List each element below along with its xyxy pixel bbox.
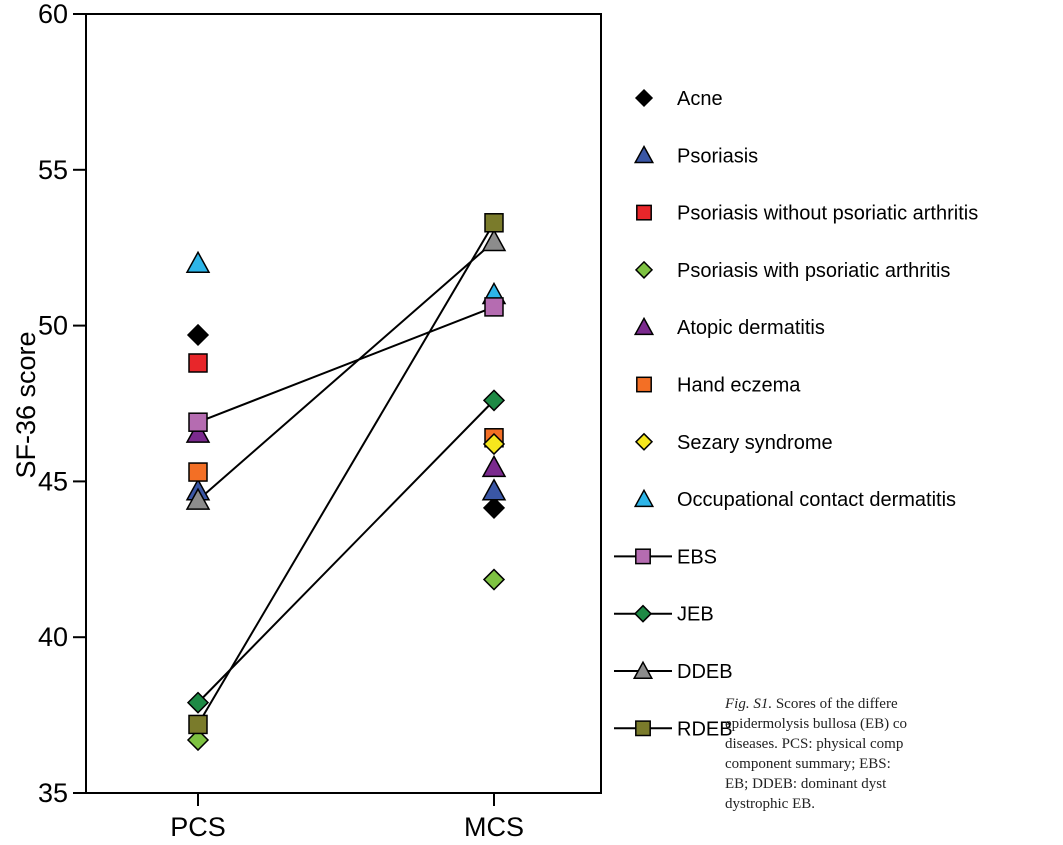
legend-label-acne: Acne — [677, 88, 723, 110]
legend-marker-psoriasis-without-psoriatic-arthritis — [636, 204, 652, 221]
legend-marker-sezary-syndrome — [634, 432, 654, 451]
legend-item-ddeb: DDEB — [614, 660, 733, 683]
legend-marker-atopic-dermatitis — [633, 316, 655, 336]
legend-item-ebs: EBS — [614, 546, 717, 568]
legend: Acne Psoriasis Psoriasis without psoriatic… — [614, 88, 978, 740]
y-axis-title: SF-36 score — [11, 331, 41, 478]
point-ddeb-pcs — [185, 487, 211, 510]
point-psoriasis-with-psoriatic-arthritis-pcs — [186, 728, 210, 752]
y-tick-label-45: 45 — [38, 466, 68, 496]
plot-border — [85, 13, 602, 794]
point-acne-pcs — [186, 323, 210, 347]
point-jeb-mcs — [482, 389, 506, 412]
point-occupational-contact-dermatitis-pcs — [185, 250, 211, 274]
y-tick-label-50: 50 — [38, 311, 68, 341]
y-tick-label-60: 60 — [38, 0, 68, 29]
legend-item-rdeb: RDEB — [614, 718, 733, 740]
y-tick-label-55: 55 — [38, 155, 68, 185]
point-ebs-mcs — [484, 297, 504, 317]
point-rdeb-pcs — [188, 714, 208, 735]
point-psoriasis-with-psoriatic-arthritis-mcs — [482, 568, 506, 591]
legend-label-ebs: EBS — [677, 546, 717, 568]
legend-marker-ddeb — [632, 660, 654, 679]
legend-item-acne: Acne — [634, 88, 723, 110]
legend-label-rdeb: RDEB — [677, 718, 733, 740]
point-atopic-dermatitis-mcs — [481, 454, 507, 478]
point-hand-eczema-pcs — [188, 462, 208, 482]
legend-label-jeb: JEB — [677, 604, 714, 626]
y-axis: 35 40 45 50 55 60 — [38, 0, 86, 808]
point-jeb-pcs — [186, 691, 210, 714]
point-psoriasis-mcs — [481, 478, 507, 501]
point-atopic-dermatitis-pcs — [185, 420, 211, 443]
point-rdeb-mcs — [484, 213, 504, 233]
x-axis: PCS MCS — [170, 793, 524, 842]
legend-label-psoriasis: Psoriasis — [677, 145, 758, 167]
plot-frame — [85, 13, 602, 794]
data-markers — [185, 213, 507, 752]
legend-item-psoriasis-with-psoriatic-arthritis: Psoriasis with psoriatic arthritis — [634, 260, 950, 282]
legend-marker-acne — [634, 88, 654, 108]
x-tick-label-pcs: PCS — [170, 812, 226, 842]
legend-marker-psoriasis-with-psoriatic-arthritis — [634, 260, 654, 279]
legend-label-occupational-contact-dermatitis: Occupational contact dermatitis — [677, 489, 956, 511]
series-lines — [197, 222, 495, 725]
point-ebs-pcs — [188, 412, 208, 432]
legend-label-psoriasis-without-psoriatic-arthritis: Psoriasis without psoriatic arthritis — [677, 203, 978, 225]
caption-label: Fig. S1. — [725, 696, 773, 712]
legend-label-hand-eczema: Hand eczema — [677, 375, 801, 397]
legend-label-sezary-syndrome: Sezary syndrome — [677, 432, 833, 454]
point-psoriasis-without-psoriatic-arthritis-pcs — [188, 353, 208, 373]
legend-marker-occupational-contact-dermatitis — [633, 488, 655, 508]
legend-marker-rdeb — [635, 720, 651, 737]
legend-marker-hand-eczema — [636, 376, 652, 393]
series-line-jeb — [197, 399, 495, 704]
legend-marker-psoriasis — [633, 144, 655, 164]
caption-text: Scores of the differe epidermolysis bull… — [725, 696, 908, 812]
legend-item-hand-eczema: Hand eczema — [636, 375, 801, 397]
x-tick-label-mcs: MCS — [464, 812, 524, 842]
series-line-ddeb — [197, 240, 495, 501]
legend-label-psoriasis-with-psoriatic-arthritis: Psoriasis with psoriatic arthritis — [677, 260, 950, 282]
legend-label-ddeb: DDEB — [677, 661, 733, 683]
series-line-rdeb — [197, 222, 495, 725]
legend-item-atopic-dermatitis: Atopic dermatitis — [633, 316, 825, 339]
point-sezary-syndrome-mcs — [482, 432, 506, 456]
legend-item-occupational-contact-dermatitis: Occupational contact dermatitis — [633, 488, 956, 511]
point-acne-mcs — [482, 496, 506, 519]
series-line-ebs — [197, 305, 495, 424]
y-tick-label-40: 40 — [38, 622, 68, 652]
y-tick-label-35: 35 — [38, 778, 68, 808]
legend-item-sezary-syndrome: Sezary syndrome — [634, 432, 833, 454]
legend-marker-jeb — [633, 604, 653, 623]
figure-caption: Fig. S1. Scores of the differe epidermol… — [725, 694, 1060, 814]
legend-item-jeb: JEB — [614, 604, 714, 626]
legend-item-psoriasis-without-psoriatic-arthritis: Psoriasis without psoriatic arthritis — [636, 203, 978, 225]
point-ddeb-mcs — [481, 228, 507, 252]
legend-item-psoriasis: Psoriasis — [633, 144, 758, 167]
legend-marker-ebs — [635, 548, 651, 565]
legend-label-atopic-dermatitis: Atopic dermatitis — [677, 317, 825, 339]
